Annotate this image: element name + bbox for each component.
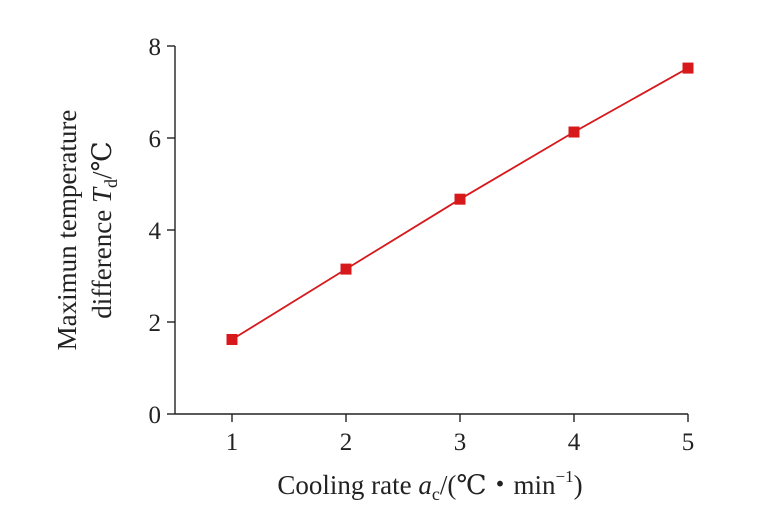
x-axis-title-prefix: Cooling rate xyxy=(277,470,418,500)
y-axis-title-sub: d xyxy=(101,179,121,188)
data-point xyxy=(682,62,694,74)
series xyxy=(226,62,694,345)
data-point xyxy=(568,126,580,138)
x-axis-title: Cooling rate ac/(℃・min−1) xyxy=(277,467,582,504)
x-axis-title-units: /(℃・min xyxy=(440,470,556,500)
x-axis-title-sub: c xyxy=(432,484,440,504)
y-axis-title-line1: Maximun temperature xyxy=(52,110,82,351)
x-tick-label: 5 xyxy=(682,429,695,456)
y-axis-title-var: T xyxy=(87,186,117,203)
y-tick-label: 0 xyxy=(149,402,162,429)
y-tick-label: 6 xyxy=(149,126,162,153)
axes xyxy=(174,46,688,415)
x-tick-label: 3 xyxy=(454,429,467,456)
x-tick-label: 4 xyxy=(568,429,581,456)
x-axis-title-sup: −1 xyxy=(556,467,574,486)
data-point xyxy=(226,333,238,345)
y-axis-title-line2: difference Td/℃ xyxy=(87,141,121,318)
data-point xyxy=(454,193,466,205)
x-axis-title-close: ) xyxy=(574,470,583,500)
x-axis-title-var: a xyxy=(418,470,432,500)
ticks: 1 2 3 4 5 0 2 4 6 8 xyxy=(149,34,695,456)
y-tick-label: 2 xyxy=(149,310,162,337)
x-tick-label: 1 xyxy=(226,429,239,456)
data-point xyxy=(340,263,352,275)
y-tick-label: 8 xyxy=(149,34,162,61)
y-axis-title-units: /℃ xyxy=(87,141,117,179)
y-axis-title-prefix: difference xyxy=(87,203,117,319)
x-tick-label: 2 xyxy=(340,429,353,456)
y-axis-title: Maximun temperature difference Td/℃ xyxy=(52,110,121,351)
y-tick-label: 4 xyxy=(149,218,162,245)
